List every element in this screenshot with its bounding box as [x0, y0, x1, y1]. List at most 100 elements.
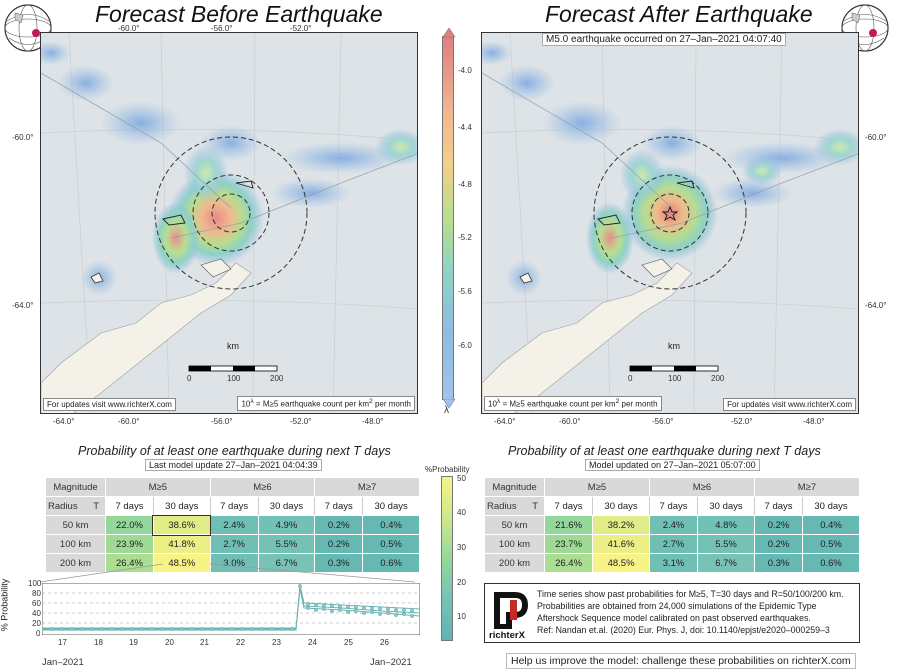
- left-lon-tick-64: -64.0°: [53, 417, 75, 426]
- timeseries-ylabel: % Probability: [0, 578, 10, 632]
- right-lat-tick-60: -60.0°: [865, 133, 887, 142]
- period-header: 30 days: [257, 496, 316, 516]
- prob-cell: 0.3%: [314, 553, 364, 573]
- magnitude-label: Magnitude: [484, 477, 545, 497]
- info-box: richterX Time series show past probabili…: [484, 583, 860, 643]
- prob-cell: 5.5%: [257, 534, 316, 554]
- table-row: 50 km 21.6% 38.2% 2.4% 4.8% 0.2% 0.4%: [484, 515, 860, 535]
- radius-cell: 200 km: [45, 553, 106, 573]
- lambda-colorbar: [442, 36, 454, 400]
- ts-start-label: Jan–2021: [42, 657, 84, 668]
- prob-cell: 21.6%: [543, 515, 594, 535]
- prob-cell: 26.4%: [105, 553, 154, 573]
- richterx-logo-text: richterX: [489, 630, 525, 641]
- ts-xtick-17: 17: [58, 638, 67, 647]
- prob-cell: 0.4%: [362, 515, 420, 535]
- left-top-lon-tick-60: -60.0°: [118, 24, 140, 33]
- mag-col-m5: M≥5: [544, 477, 650, 497]
- left-lat-tick-60: -60.0°: [12, 133, 34, 142]
- right-probability-table: Magnitude M≥5 M≥6 M≥7 Radius T 7 days 30 …: [484, 477, 861, 573]
- colorbar-top-arrow: [442, 28, 456, 38]
- colorbar-tick-4.8: -4.8: [458, 180, 472, 189]
- right-scalebar-label-200: 200: [711, 374, 725, 383]
- ts-ytick-100: 100: [28, 579, 42, 588]
- right-credit-units: 10λ = M≥5 earthquake count per km2 per m…: [484, 396, 662, 411]
- table-row: 200 km 26.4% 48.5% 3.0% 6.7% 0.3% 0.6%: [45, 553, 420, 573]
- prob-tick-40: 40: [457, 508, 466, 517]
- colorbar-tick-4.0: -4.0: [458, 66, 472, 75]
- prob-cell: 23.9%: [105, 534, 154, 554]
- prob-tick-30: 30: [457, 543, 466, 552]
- right-lat-tick-64: -64.0°: [865, 301, 887, 310]
- probability-colorbar: [441, 476, 453, 641]
- left-lon-tick-60: -60.0°: [118, 417, 140, 426]
- left-panel-title: Forecast Before Earthquake: [95, 1, 383, 27]
- prob-cell: 48.5%: [592, 553, 650, 573]
- prob-tick-50: 50: [457, 474, 466, 483]
- ts-xtick-22: 22: [236, 638, 245, 647]
- right-lon-tick-48: -48.0°: [803, 417, 825, 426]
- mag-col-m6: M≥6: [648, 477, 755, 497]
- info-line-3: Aftershock Sequence model calibrated on …: [537, 613, 811, 623]
- prob-cell: 0.5%: [802, 534, 860, 554]
- right-lon-tick-52: -52.0°: [731, 417, 753, 426]
- richterx-logo-icon: [494, 592, 529, 629]
- colorbar-tick-6.0: -6.0: [458, 341, 472, 350]
- right-scalebar-label-100: 100: [668, 374, 682, 383]
- prob-cell: 6.7%: [697, 553, 755, 573]
- radius-cell: 100 km: [484, 534, 545, 554]
- mag-col-m6: M≥6: [209, 477, 316, 497]
- colorbar-tick-5.6: -5.6: [458, 287, 472, 296]
- period-header: 7 days: [648, 496, 699, 516]
- left-top-lon-tick-56: -56.0°: [211, 24, 233, 33]
- help-link[interactable]: Help us improve the model: challenge the…: [506, 653, 856, 669]
- period-header: 30 days: [697, 496, 755, 516]
- ts-end-label: Jan–2021: [370, 657, 412, 668]
- ts-xtick-23: 23: [272, 638, 281, 647]
- prob-cell: 23.7%: [543, 534, 594, 554]
- table-row: 200 km 26.4% 48.5% 3.1% 6.7% 0.3% 0.6%: [484, 553, 860, 573]
- prob-cell: 41.6%: [592, 534, 650, 554]
- right-lon-tick-64: -64.0°: [494, 417, 516, 426]
- left-lat-tick-64: -64.0°: [12, 301, 34, 310]
- prob-cell: 0.3%: [753, 553, 804, 573]
- radius-t-label: Radius T: [484, 496, 545, 516]
- ts-ytick-80: 80: [32, 589, 41, 598]
- prob-cell: 2.7%: [209, 534, 259, 554]
- prob-cell: 2.4%: [648, 515, 699, 535]
- left-top-lon-tick-52: -52.0°: [290, 24, 312, 33]
- period-header: 7 days: [209, 496, 259, 516]
- right-panel-title: Forecast After Earthquake: [545, 1, 813, 27]
- prob-cell: 3.1%: [648, 553, 699, 573]
- prob-cell: 0.2%: [314, 515, 364, 535]
- colorbar-tick-4.4: -4.4: [458, 123, 472, 132]
- radius-t-label: Radius T: [45, 496, 106, 516]
- mag-col-m7: M≥7: [314, 477, 420, 497]
- prob-cell: 6.7%: [257, 553, 316, 573]
- left-scalebar-label-200: 200: [270, 374, 284, 383]
- left-table-heading: Probability of at least one earthquake d…: [78, 444, 391, 458]
- prob-cell: 38.6%: [152, 514, 212, 536]
- period-header: 7 days: [543, 496, 594, 516]
- colorbar-bottom-arrow: [442, 399, 456, 409]
- ts-ytick-0: 0: [36, 629, 41, 638]
- radius-cell: 50 km: [45, 515, 106, 535]
- ts-xtick-26: 26: [380, 638, 389, 647]
- info-line-1: Time series show past probabilities for …: [537, 589, 844, 599]
- prob-cell: 4.9%: [257, 515, 316, 535]
- right-forecast-map: M5.0 earthquake occurred on 27–Jan–2021 …: [481, 32, 859, 414]
- right-credit-url: For updates visit www.richterX.com: [723, 398, 856, 411]
- left-lon-tick-56: -56.0°: [211, 417, 233, 426]
- left-table-update: Last model update 27–Jan–2021 04:04:39: [145, 459, 322, 471]
- left-globe-inset: [4, 4, 52, 52]
- period-header: 7 days: [105, 496, 154, 516]
- left-lon-tick-48: -48.0°: [362, 417, 384, 426]
- period-header: 30 days: [362, 496, 420, 516]
- prob-cell: 0.2%: [753, 534, 804, 554]
- left-probability-table: Magnitude M≥5 M≥6 M≥7 Radius T 7 days 30 …: [45, 477, 420, 573]
- prob-cell: 0.6%: [802, 553, 860, 573]
- ts-xtick-19: 19: [129, 638, 138, 647]
- right-table-heading: Probability of at least one earthquake d…: [508, 444, 821, 458]
- ts-ytick-40: 40: [32, 609, 41, 618]
- period-header: 30 days: [152, 496, 211, 516]
